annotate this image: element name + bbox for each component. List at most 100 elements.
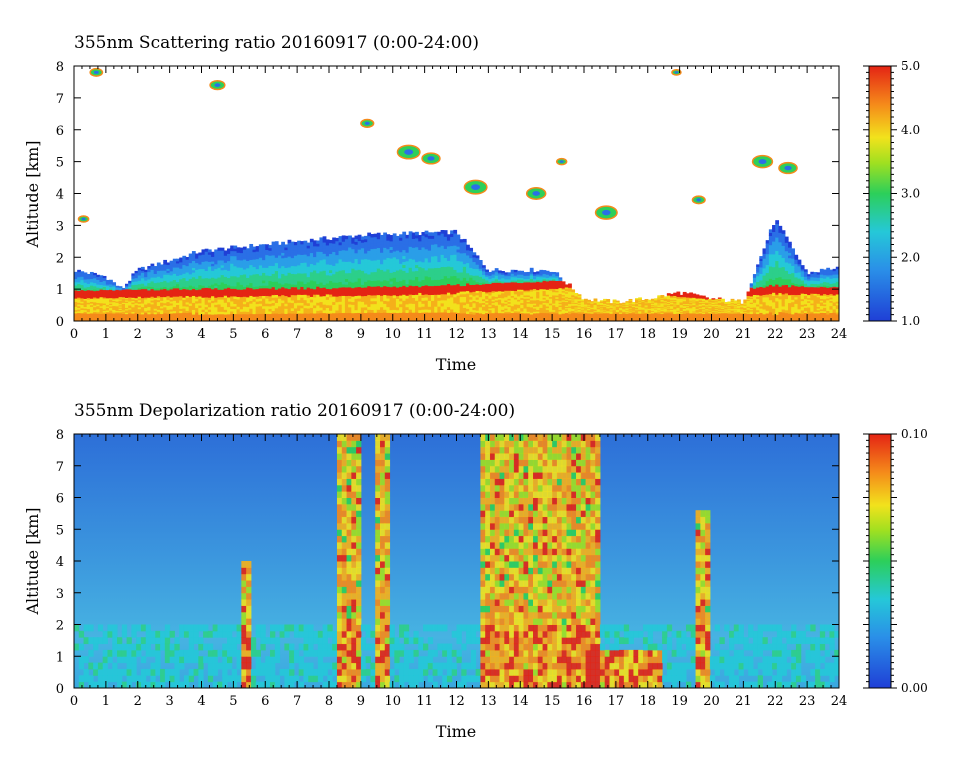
heatmap-cell [485, 269, 489, 272]
heatmap-cell [440, 308, 445, 313]
heatmap-cell [220, 257, 225, 261]
heatmap-cell [278, 318, 282, 321]
heatmap-cell [383, 291, 387, 296]
heatmap-cell [265, 287, 270, 291]
heatmap-cell [188, 282, 193, 286]
heatmap-cell [325, 310, 330, 314]
heatmap-cell [354, 306, 359, 311]
heatmap-cell [290, 318, 295, 321]
heatmap-cell [118, 298, 123, 301]
heatmap-cell [348, 252, 352, 257]
heatmap-cell [568, 289, 572, 292]
heatmap-cell [571, 310, 576, 313]
heatmap-cell [593, 314, 598, 317]
heatmap-cell [163, 300, 168, 304]
heatmap-cell [510, 293, 515, 296]
heatmap-cell [115, 303, 120, 306]
heatmap-cell [392, 256, 397, 261]
heatmap-cell [507, 277, 512, 280]
heatmap-cell [529, 306, 534, 310]
heatmap-cell [539, 288, 544, 291]
heatmap-cell [306, 294, 311, 299]
heatmap-cell [580, 316, 585, 318]
heatmap-cell [201, 292, 206, 296]
heatmap-cell [402, 288, 407, 292]
heatmap-cell [156, 289, 161, 293]
heatmap-cell [169, 270, 174, 274]
heatmap-cell [262, 297, 266, 302]
heatmap-cell [131, 314, 136, 317]
heatmap-cell [150, 296, 155, 299]
heatmap-cell [86, 273, 91, 277]
heatmap-cell [115, 298, 120, 301]
heatmap-cell [96, 305, 101, 308]
heatmap-cell [153, 284, 158, 287]
heatmap-cell [526, 314, 531, 317]
heatmap-cell [520, 282, 525, 285]
heatmap-cell [472, 293, 477, 297]
heatmap-cell [313, 315, 317, 319]
heatmap-cell [191, 279, 196, 282]
heatmap-cell [599, 309, 604, 312]
heatmap-cell [510, 298, 515, 302]
heatmap-cell [109, 294, 113, 297]
heatmap-cell [485, 284, 489, 288]
heatmap-cell [545, 285, 550, 289]
heatmap-cell [392, 294, 397, 299]
heatmap-cell [520, 285, 525, 289]
heatmap-cell [548, 307, 553, 311]
heatmap-cell [552, 301, 556, 304]
heatmap-cell [198, 266, 203, 270]
heatmap-cell [571, 302, 576, 304]
heatmap-cell [182, 303, 187, 307]
heatmap-cell [440, 299, 445, 304]
heatmap-cell [405, 266, 410, 270]
heatmap-cell [568, 309, 572, 312]
heatmap-cell [322, 267, 327, 271]
heatmap-cell [539, 319, 544, 321]
heatmap-cell [281, 313, 285, 317]
heatmap-cell [329, 318, 333, 321]
heatmap-cell [252, 251, 257, 255]
heatmap-cell [504, 291, 509, 295]
heatmap-cell [185, 308, 190, 311]
heatmap-cell [526, 301, 531, 304]
heatmap-cell [360, 284, 365, 288]
heatmap-cell [431, 285, 435, 290]
heatmap-cell [421, 309, 426, 313]
heatmap-cell [83, 311, 88, 314]
heatmap-cell [274, 297, 279, 301]
heatmap-cell [144, 300, 148, 303]
heatmap-cell [364, 295, 368, 299]
heatmap-cell [357, 283, 362, 288]
heatmap-cell [274, 251, 279, 256]
heatmap-cell [472, 302, 477, 306]
heatmap-cell [150, 303, 155, 307]
heatmap-cell [188, 255, 193, 259]
heatmap-cell [96, 302, 101, 305]
heatmap-cell [564, 313, 569, 316]
heatmap-cell [431, 282, 435, 287]
heatmap-cell [517, 289, 521, 292]
heatmap-cell [191, 300, 196, 303]
heatmap-cell [109, 300, 113, 303]
heatmap-cell [96, 287, 101, 290]
heatmap-cell [246, 294, 250, 298]
heatmap-cell [227, 316, 231, 320]
heatmap-cell [137, 287, 142, 290]
heatmap-cell [322, 253, 327, 257]
heatmap-cell [434, 261, 438, 266]
heatmap-cell [134, 299, 139, 302]
heatmap-cell [386, 268, 391, 273]
heatmap-cell [201, 316, 206, 320]
heatmap-cell [453, 305, 458, 310]
heatmap-cell [571, 295, 576, 298]
heatmap-cell [207, 306, 212, 310]
heatmap-cell [265, 282, 270, 286]
heatmap-cell [329, 296, 333, 300]
heatmap-cell [568, 310, 572, 313]
heatmap-cell [472, 311, 477, 315]
heatmap-cell [501, 317, 505, 320]
heatmap-cell [437, 231, 442, 236]
heatmap-cell [488, 289, 493, 293]
